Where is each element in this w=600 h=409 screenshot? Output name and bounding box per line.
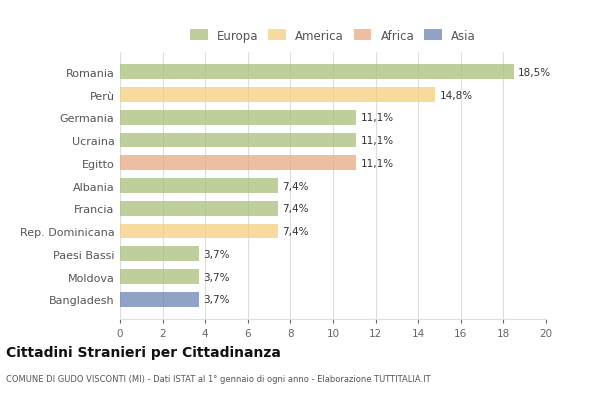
Bar [120,292,199,307]
Bar [120,270,199,284]
Bar [120,88,435,103]
Text: Cittadini Stranieri per Cittadinanza: Cittadini Stranieri per Cittadinanza [6,346,281,360]
Bar [120,111,356,126]
Bar [120,224,278,239]
Bar [120,156,356,171]
Bar [120,201,278,216]
Text: 7,4%: 7,4% [282,204,308,214]
Text: 3,7%: 3,7% [203,294,230,305]
Text: 18,5%: 18,5% [518,67,551,78]
Bar [120,133,356,148]
Text: 14,8%: 14,8% [439,90,473,100]
Text: COMUNE DI GUDO VISCONTI (MI) - Dati ISTAT al 1° gennaio di ogni anno - Elaborazi: COMUNE DI GUDO VISCONTI (MI) - Dati ISTA… [6,374,431,383]
Text: 7,4%: 7,4% [282,181,308,191]
Text: 7,4%: 7,4% [282,227,308,236]
Text: 11,1%: 11,1% [361,158,394,169]
Text: 11,1%: 11,1% [361,136,394,146]
Bar [120,179,278,193]
Text: 11,1%: 11,1% [361,113,394,123]
Text: 3,7%: 3,7% [203,272,230,282]
Text: 3,7%: 3,7% [203,249,230,259]
Bar [120,247,199,261]
Legend: Europa, America, Africa, Asia: Europa, America, Africa, Asia [188,27,478,45]
Bar [120,65,514,80]
